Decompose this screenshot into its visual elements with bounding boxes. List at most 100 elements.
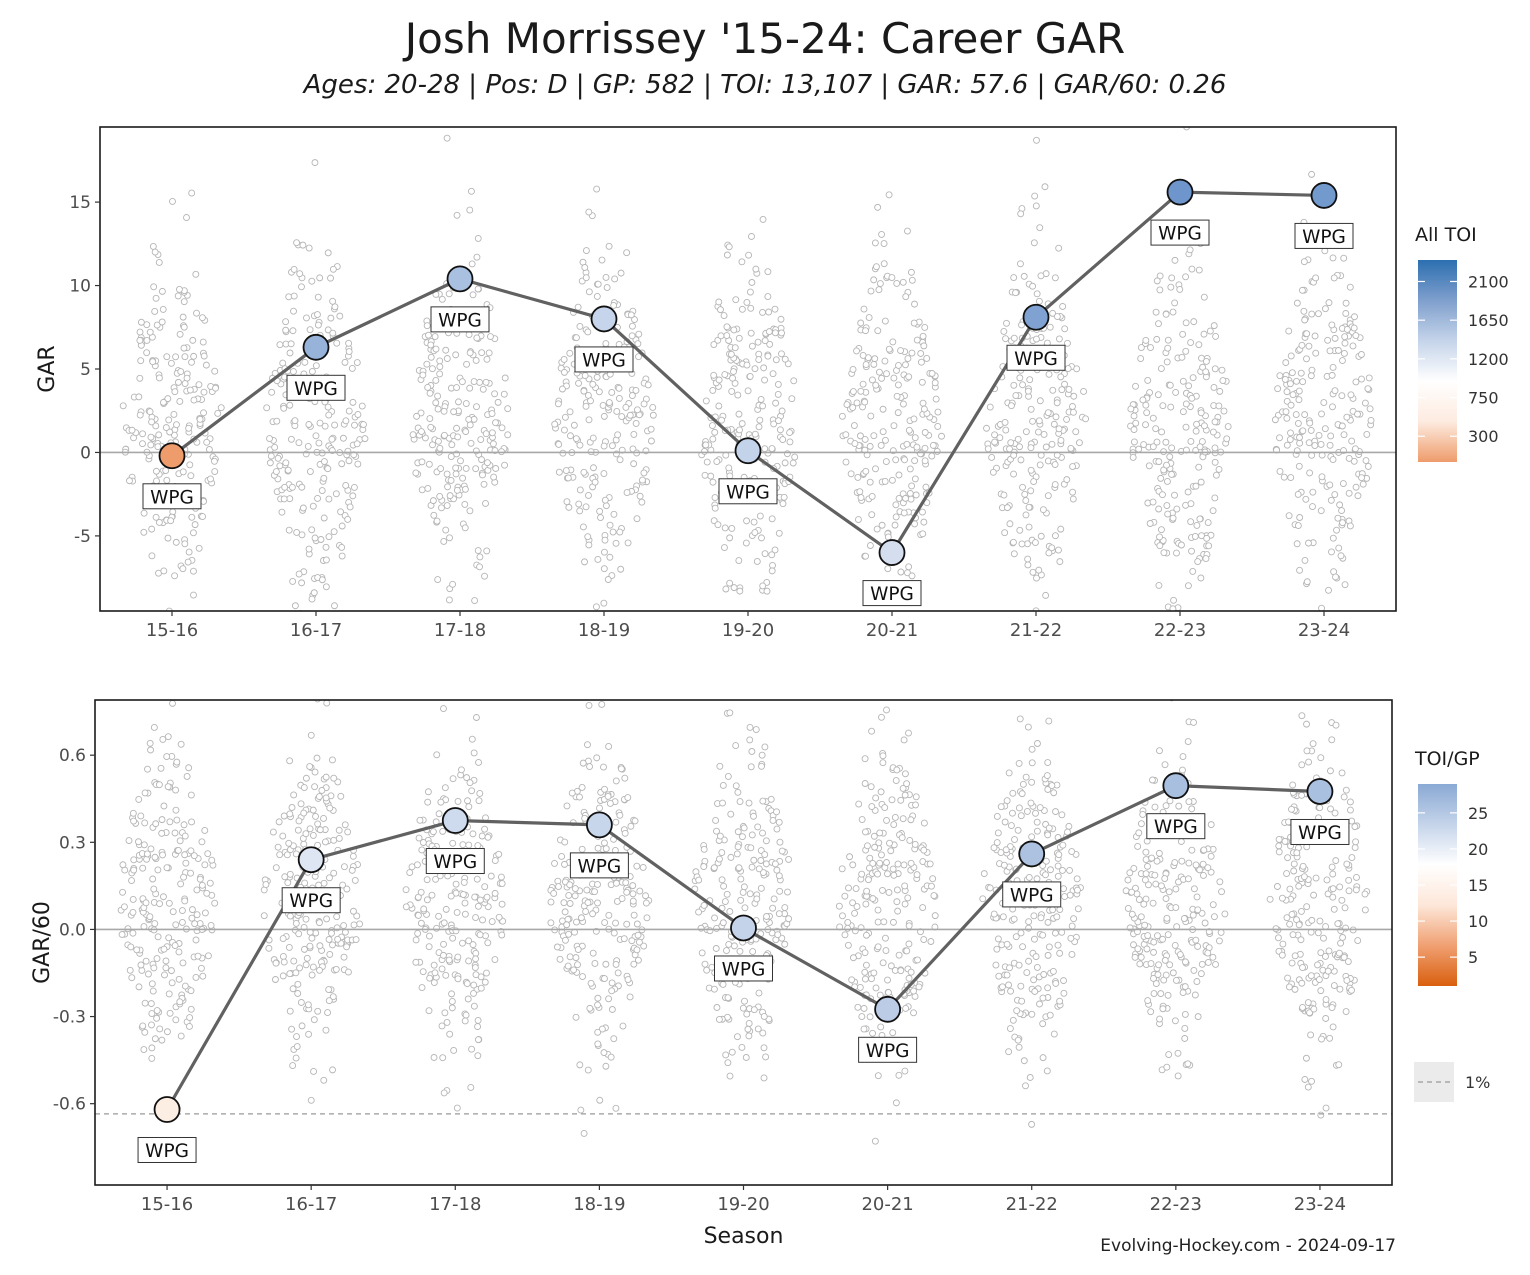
- league-dot: [1037, 272, 1045, 280]
- league-dot: [160, 802, 168, 810]
- league-dot: [912, 801, 919, 809]
- league-dot: [424, 484, 432, 492]
- league-dot: [986, 884, 994, 892]
- league-dot: [137, 357, 145, 365]
- league-dot: [882, 947, 890, 954]
- league-dot: [572, 435, 580, 443]
- league-dot: [1021, 490, 1029, 498]
- league-dot: [152, 513, 160, 521]
- league-dot: [1182, 400, 1190, 408]
- team-label-text: WPG: [726, 482, 770, 503]
- league-dot: [730, 942, 738, 950]
- league-dot: [472, 949, 480, 957]
- league-dot: [1073, 875, 1081, 883]
- team-label-box: [714, 955, 773, 982]
- team-label: WPG: [1294, 222, 1354, 249]
- league-dot: [1307, 972, 1315, 980]
- league-dot: [425, 943, 433, 951]
- league-dot: [1334, 514, 1342, 522]
- league-dot: [1341, 339, 1349, 347]
- league-dot: [911, 434, 919, 442]
- league-dot: [1202, 555, 1210, 563]
- league-dot: [1342, 1008, 1350, 1015]
- league-dot: [740, 883, 748, 891]
- league-dot: [1181, 1025, 1189, 1032]
- league-dot: [431, 969, 439, 977]
- league-dot: [906, 680, 912, 686]
- league-dot: [1149, 443, 1157, 451]
- league-dot: [1010, 550, 1018, 558]
- league-dot: [1329, 1023, 1337, 1031]
- league-dot: [348, 364, 356, 372]
- league-dot: [913, 336, 921, 344]
- league-dot: [700, 845, 708, 853]
- league-dot: [746, 288, 754, 296]
- league-dot: [1044, 492, 1052, 500]
- league-dot: [740, 824, 748, 832]
- league-dot: [1331, 491, 1339, 499]
- league-dot: [986, 403, 994, 411]
- league-dot: [601, 496, 609, 504]
- season-point: [590, 305, 618, 333]
- league-dot: [1182, 319, 1190, 327]
- league-dot: [605, 742, 613, 750]
- league-dot: [1199, 860, 1207, 868]
- league-dot: [163, 753, 171, 760]
- season-point: [153, 1096, 181, 1123]
- league-dot: [707, 472, 715, 480]
- league-dot: [874, 203, 882, 211]
- x-tick-label: 19-20: [722, 620, 774, 641]
- league-dot: [1011, 836, 1018, 844]
- league-dot: [466, 507, 474, 515]
- x-tick-label: 15-16: [146, 620, 198, 641]
- league-dot: [1285, 512, 1293, 520]
- league-dot: [1059, 867, 1066, 874]
- league-dot: [996, 434, 1004, 442]
- team-label-text: WPG: [433, 852, 477, 873]
- league-dot: [721, 524, 729, 532]
- league-dot: [710, 371, 718, 379]
- league-dot: [1357, 351, 1365, 358]
- league-dot: [183, 773, 191, 780]
- league-dot: [881, 357, 889, 365]
- league-dot: [1318, 604, 1325, 611]
- league-dot: [774, 390, 782, 398]
- league-dot: [197, 964, 205, 972]
- league-dot: [344, 447, 352, 455]
- league-dot: [1338, 392, 1346, 400]
- league-dot: [913, 443, 921, 451]
- league-dot: [628, 392, 636, 399]
- league-dot: [1072, 428, 1080, 436]
- league-dot: [1298, 907, 1305, 915]
- league-dot: [877, 788, 885, 796]
- league-dot: [1335, 949, 1343, 957]
- league-dot: [464, 797, 471, 805]
- league-dot: [188, 818, 196, 826]
- league-dot: [445, 290, 453, 298]
- league-dot: [1168, 444, 1176, 452]
- league-dot: [323, 915, 331, 923]
- league-dot: [465, 331, 473, 339]
- league-dot: [338, 543, 346, 551]
- league-dot: [349, 492, 357, 500]
- league-dot: [884, 565, 892, 573]
- league-dot: [921, 444, 929, 452]
- league-dot: [168, 967, 175, 975]
- league-dot: [1328, 321, 1336, 329]
- league-dot: [919, 399, 927, 407]
- league-dot: [1316, 917, 1324, 925]
- league-dot: [728, 1048, 736, 1056]
- league-dot: [434, 576, 442, 584]
- league-dot: [1068, 848, 1076, 856]
- league-dot: [1314, 961, 1321, 969]
- league-dot: [861, 968, 869, 976]
- league-dot: [741, 904, 749, 912]
- league-dot: [927, 938, 935, 945]
- league-dot: [1130, 426, 1138, 434]
- season-point: [1018, 840, 1046, 868]
- panel-gar60: -0.6-0.30.00.30.615-16 16-17 17-18 18-19 19-…: [30, 699, 1490, 1249]
- league-dot: [905, 729, 912, 737]
- league-dot: [762, 860, 770, 868]
- league-dot: [1039, 994, 1047, 1002]
